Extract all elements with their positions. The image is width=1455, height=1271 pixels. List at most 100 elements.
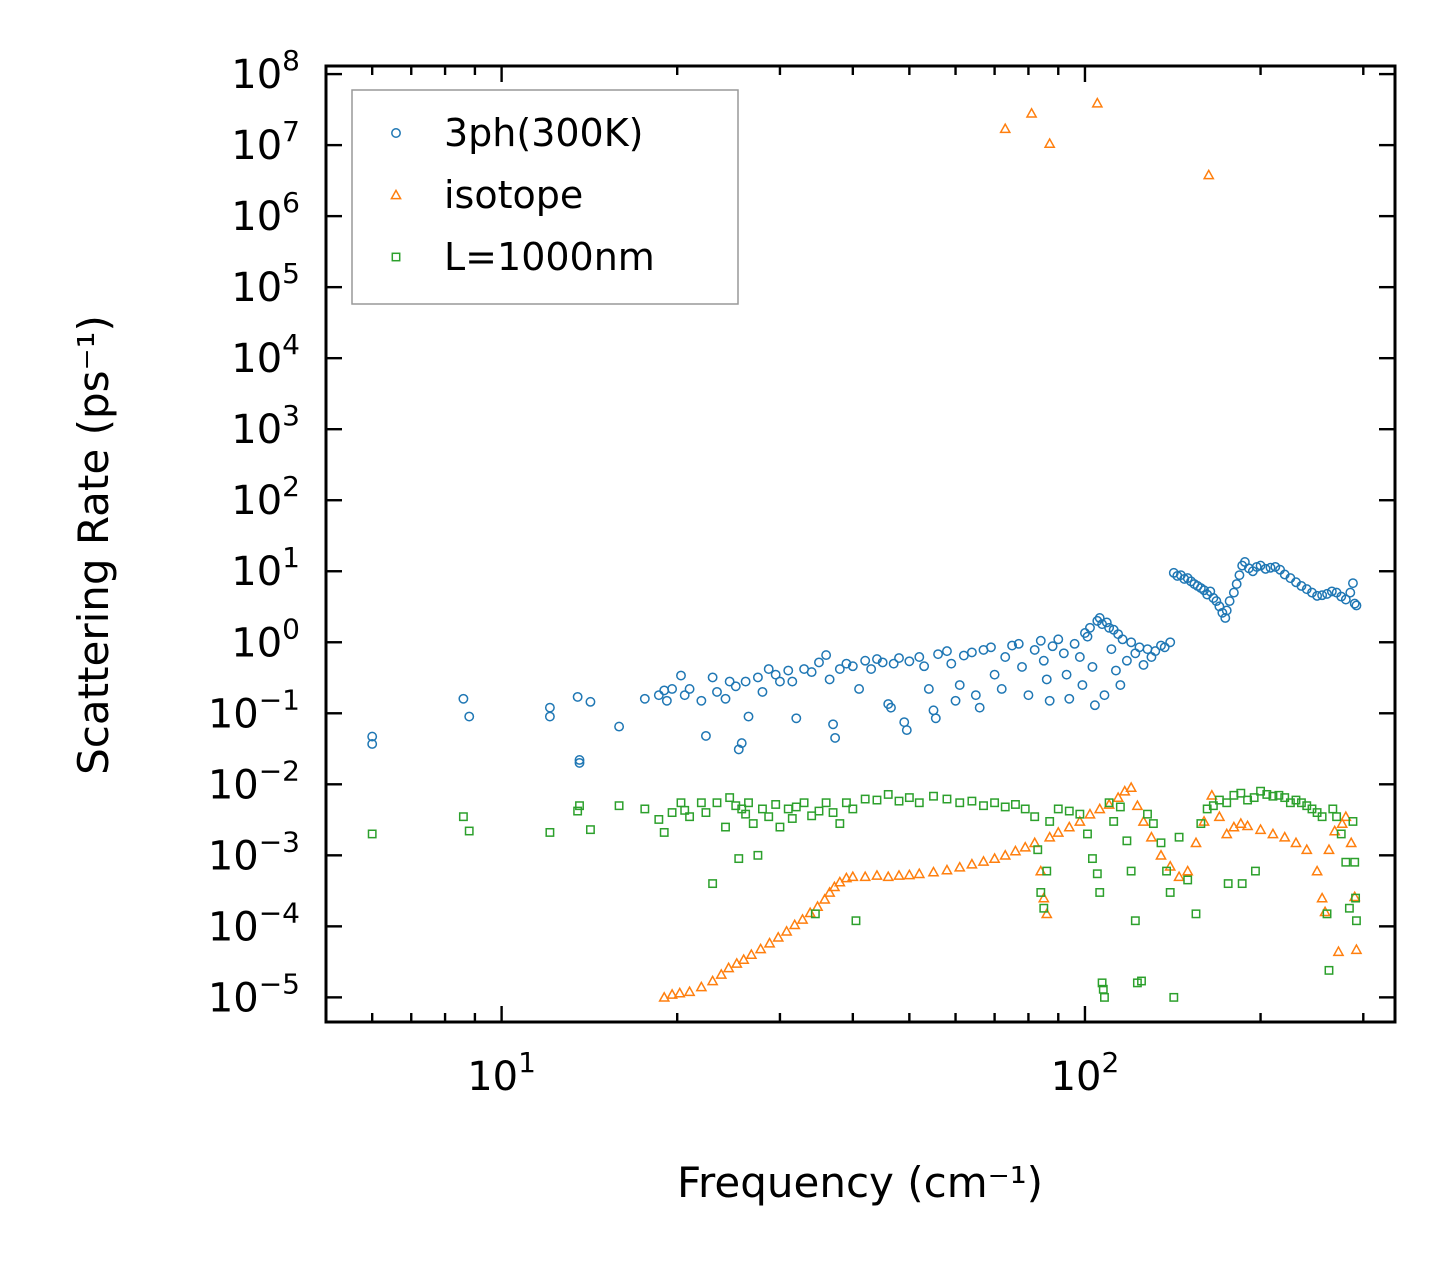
data-point-square	[1351, 916, 1361, 926]
data-point-circle	[1159, 642, 1170, 653]
data-point-circle	[1007, 640, 1018, 651]
data-point-circle	[904, 656, 915, 667]
data-point-circle	[928, 705, 939, 716]
data-point-circle	[841, 658, 852, 669]
data-point-circle	[1126, 637, 1137, 648]
data-point-circle	[684, 684, 695, 694]
data-point-square	[860, 794, 870, 804]
data-point-circle	[914, 652, 925, 662]
data-point-square	[1336, 829, 1346, 839]
data-point-triangle	[1043, 831, 1056, 842]
data-point-square	[1126, 866, 1136, 876]
data-point-circle	[950, 695, 961, 706]
data-point-square	[1000, 802, 1010, 812]
data-point-triangle	[1319, 905, 1331, 917]
data-point-circle	[712, 686, 722, 697]
data-point-circle	[743, 711, 754, 722]
data-point-square	[680, 805, 690, 815]
data-point-circle	[614, 721, 625, 732]
data-point-square	[654, 815, 664, 824]
data-point-triangle	[788, 918, 801, 930]
data-point-triangle	[1040, 907, 1053, 919]
data-point-triangle	[1241, 819, 1254, 831]
data-point-circle	[1047, 641, 1058, 652]
data-point-circle	[1345, 587, 1356, 598]
x-axis-title: Frequency (cm⁻¹)	[677, 1158, 1043, 1207]
data-point-square	[1222, 798, 1232, 808]
data-point-square	[929, 791, 938, 801]
data-point-square	[1087, 854, 1097, 864]
data-point-triangle	[882, 870, 895, 882]
data-point-square	[1237, 879, 1247, 889]
data-point-square	[1148, 819, 1158, 829]
data-point-circle	[740, 676, 751, 687]
data-point-triangle	[763, 937, 776, 948]
legend-label: 3ph(300K)	[444, 111, 643, 155]
data-point-square	[659, 827, 669, 837]
data-point-circle	[783, 665, 794, 676]
data-point-triangle	[722, 961, 735, 973]
y-tick-label: 106	[231, 186, 300, 240]
data-point-circle	[958, 650, 969, 661]
data-point-triangle	[1345, 836, 1358, 848]
data-point-circle	[1104, 622, 1115, 633]
data-point-circle	[574, 755, 585, 765]
data-point-triangle	[1131, 799, 1144, 811]
data-point-circle	[901, 725, 912, 736]
data-point-square	[458, 812, 468, 822]
data-point-circle	[996, 684, 1007, 694]
data-point-circle	[1208, 593, 1219, 603]
data-point-square	[883, 789, 893, 799]
data-point-circle	[1094, 612, 1105, 623]
data-point-square	[748, 819, 758, 829]
data-point-circle	[724, 676, 735, 687]
data-point-circle	[933, 649, 944, 660]
data-point-triangle	[927, 865, 940, 877]
data-point-square	[764, 812, 774, 822]
data-point-circle	[1035, 635, 1046, 646]
data-point-circle	[1077, 680, 1088, 690]
data-point-circle	[700, 730, 711, 741]
data-point-square	[1351, 893, 1361, 903]
data-point-circle	[834, 664, 845, 674]
data-point-circle	[1231, 579, 1242, 590]
data-point-triangle	[1332, 945, 1345, 957]
data-point-triangle	[706, 974, 719, 986]
data-point-circle	[1347, 578, 1358, 589]
data-point-circle	[679, 690, 690, 701]
y-tick-label: 10−2	[208, 754, 300, 808]
y-tick-label: 100	[231, 612, 300, 666]
data-point-triangle	[1220, 827, 1233, 839]
data-point-square	[712, 798, 722, 808]
data-point-circle	[1101, 617, 1112, 628]
data-point-triangle	[796, 913, 809, 924]
data-point-circle	[544, 702, 555, 713]
data-point-triangle	[737, 953, 750, 965]
data-point-square	[1045, 816, 1055, 826]
data-point-circle	[830, 732, 841, 743]
data-point-circle	[770, 669, 781, 680]
data-point-square	[1296, 798, 1306, 808]
data-point-square	[1208, 801, 1218, 811]
data-point-square	[667, 808, 677, 818]
legend-box	[351, 89, 739, 305]
data-point-circle	[676, 670, 686, 681]
data-point-circle	[1029, 644, 1040, 655]
data-point-triangle	[754, 942, 767, 954]
data-point-circle	[919, 661, 930, 672]
data-point-square	[810, 909, 820, 919]
data-point-circle	[1085, 622, 1095, 633]
data-point-square	[1249, 793, 1259, 803]
data-point-circle	[821, 650, 832, 661]
data-point-square	[1328, 804, 1338, 814]
data-point-square	[575, 801, 584, 811]
data-point-circle	[1130, 648, 1141, 659]
legend-marker-circle	[391, 128, 401, 138]
data-point-circle	[1115, 680, 1126, 690]
data-point-square	[1137, 976, 1146, 986]
data-point-triangle	[1290, 836, 1302, 848]
data-point-square	[721, 822, 730, 832]
data-point-triangle	[840, 871, 853, 883]
data-point-triangle	[745, 948, 758, 960]
data-point-circle	[806, 667, 817, 678]
